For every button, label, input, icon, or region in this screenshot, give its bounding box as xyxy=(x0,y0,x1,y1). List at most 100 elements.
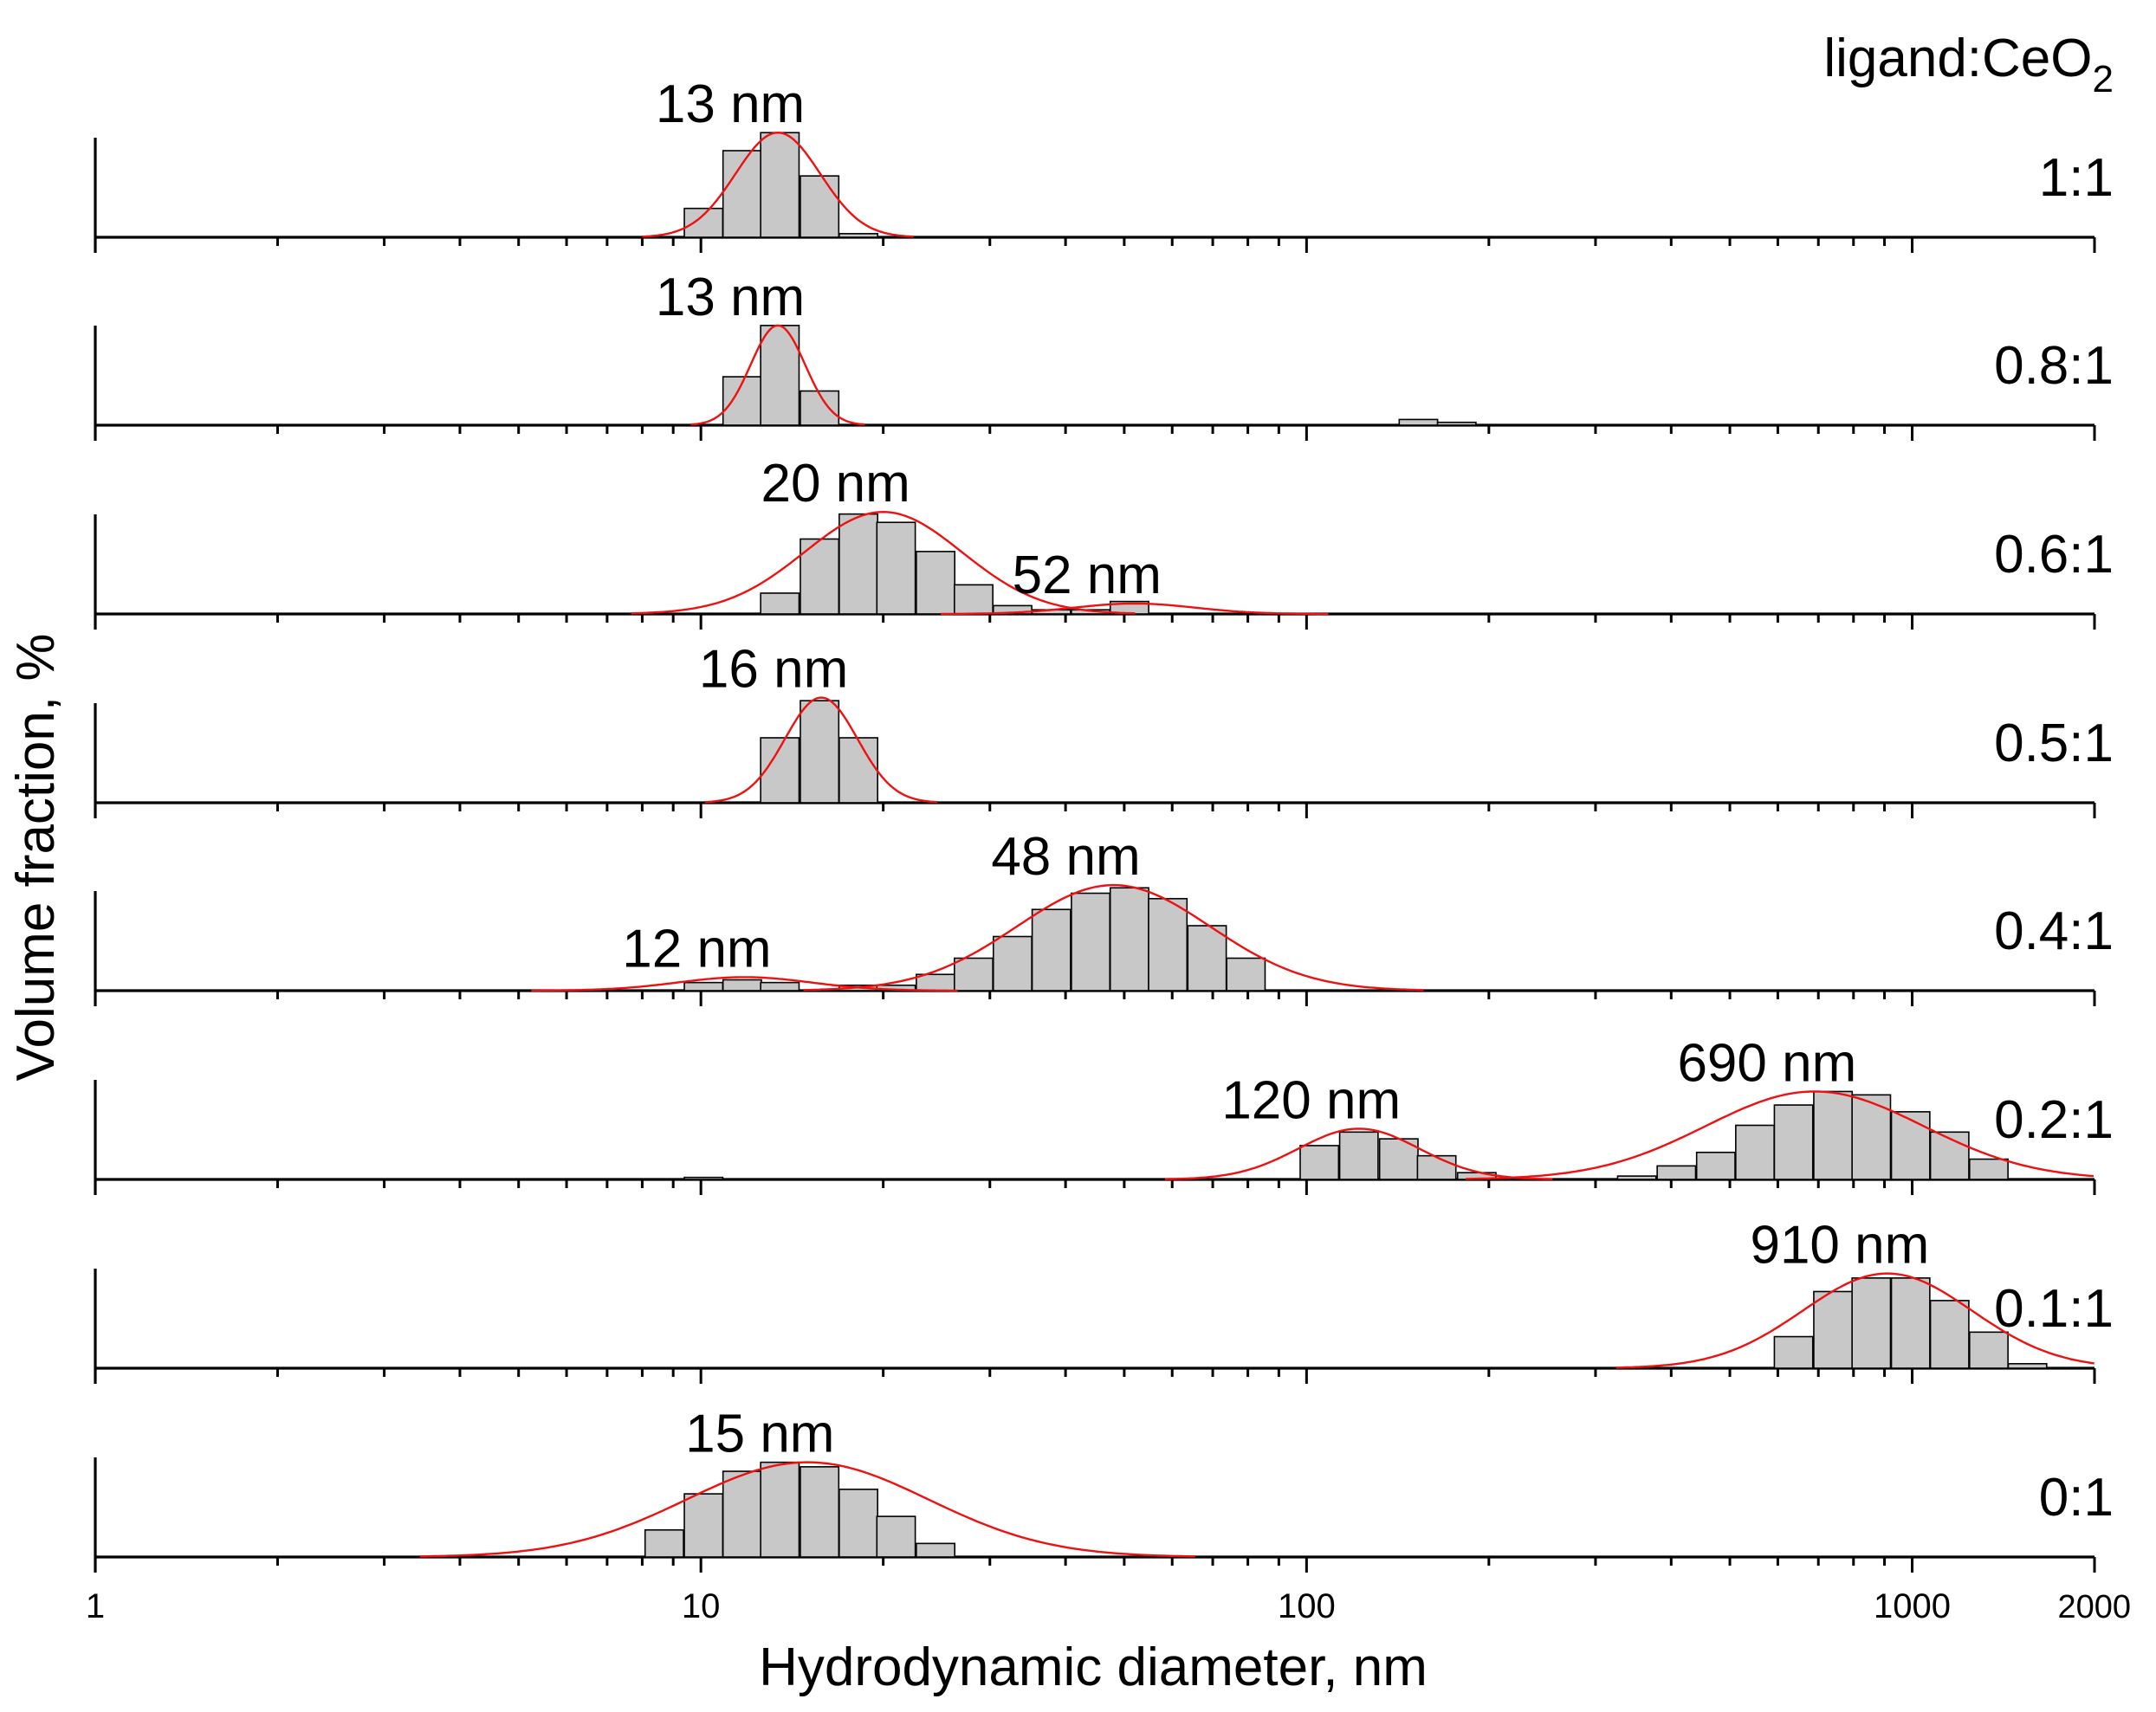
bar xyxy=(1226,957,1266,992)
bar xyxy=(1656,1165,1697,1180)
fit-curve xyxy=(631,510,1136,615)
ratio-label: 0.6:1 xyxy=(1994,525,2114,585)
x-axis-label: Hydrodynamic diameter, nm xyxy=(759,1638,1428,1697)
fit-curve xyxy=(690,324,865,426)
bar xyxy=(760,325,800,426)
bar xyxy=(954,957,994,992)
panel-0-6-1: 20 nm 52 nm 0.6:1 xyxy=(94,454,2114,630)
x-tick-label: 100 xyxy=(1278,1587,1336,1625)
peak-label: 52 nm xyxy=(1013,546,1162,605)
peak-label: 48 nm xyxy=(991,827,1140,887)
bar xyxy=(1398,418,1439,426)
bar xyxy=(1773,1104,1814,1180)
ratio-label: 0:1 xyxy=(2039,1468,2114,1528)
bar xyxy=(916,1542,955,1558)
ratio-label: 1:1 xyxy=(2039,148,2114,208)
panel-0-2-1: 120 nm 690 nm 0.2:1 xyxy=(94,1033,2114,1195)
legend-title: ligand:CeO2 xyxy=(1823,29,2114,100)
bar xyxy=(1890,1111,1931,1180)
bar xyxy=(760,592,800,615)
axes: 1 10 100 1000 2000 xyxy=(86,1587,2131,1625)
bar xyxy=(800,1466,840,1558)
bar xyxy=(1929,1131,1970,1180)
bar xyxy=(838,1489,878,1558)
bar xyxy=(800,390,840,426)
ratio-label: 0.4:1 xyxy=(1994,901,2114,961)
bar xyxy=(722,979,762,992)
bar xyxy=(838,513,878,615)
bar xyxy=(1109,887,1149,992)
bar xyxy=(683,1493,724,1558)
panel-0-4-1: 12 nm 48 nm 0.4:1 xyxy=(94,827,2114,1006)
fit-curve xyxy=(941,602,1329,616)
bar xyxy=(1968,1158,2009,1180)
fit-curve xyxy=(531,976,958,992)
panel-0-5-1: 16 nm 0.5:1 xyxy=(94,640,2114,818)
fit-curve xyxy=(1165,1127,1553,1180)
ratio-label: 0.8:1 xyxy=(1994,336,2114,396)
bar xyxy=(2007,1362,2048,1369)
bar xyxy=(954,584,994,615)
peak-label: 20 nm xyxy=(761,454,910,514)
legend-title-subscript: 2 xyxy=(2093,58,2114,100)
fit-curve xyxy=(803,883,1424,992)
fit-curve xyxy=(704,696,938,804)
bar xyxy=(644,1528,684,1558)
peak-label: 690 nm xyxy=(1677,1033,1856,1093)
x-tick-label: 1 xyxy=(86,1587,105,1625)
bar xyxy=(1187,925,1227,992)
bar xyxy=(916,551,955,615)
bar xyxy=(916,973,955,992)
bar xyxy=(992,935,1033,992)
bar xyxy=(800,175,840,238)
bar xyxy=(1968,1331,2009,1369)
bar xyxy=(1616,1175,1657,1180)
bar xyxy=(1338,1131,1379,1180)
panel-0-1: 15 nm 0:1 xyxy=(94,1405,2114,1573)
fit-curve xyxy=(1466,1090,2094,1180)
bar xyxy=(760,981,800,992)
bar xyxy=(876,1515,916,1558)
bar xyxy=(683,981,724,992)
fit-curve xyxy=(1615,1272,2094,1369)
x-tick-label: 2000 xyxy=(2057,1589,2131,1625)
ratio-label: 0.5:1 xyxy=(1994,714,2114,773)
bar xyxy=(1735,1124,1775,1180)
bar xyxy=(1813,1290,1854,1369)
bar xyxy=(876,521,916,615)
x-tick-label: 1000 xyxy=(1874,1587,1951,1625)
bar xyxy=(683,207,724,238)
bar xyxy=(838,233,878,238)
bar xyxy=(760,132,800,238)
bar xyxy=(1031,908,1072,992)
bar xyxy=(683,1176,724,1180)
bar xyxy=(1851,1277,1892,1369)
bar xyxy=(1299,1145,1340,1180)
bar xyxy=(800,700,840,804)
bar xyxy=(760,1461,800,1558)
y-axis-label: Volume fraction, % xyxy=(6,634,66,1082)
bar xyxy=(722,376,762,426)
panel-1-1: 13 nm 1:1 xyxy=(94,74,2114,253)
bar xyxy=(1773,1335,1814,1369)
bar xyxy=(1695,1151,1736,1180)
bar xyxy=(1416,1154,1457,1180)
bar xyxy=(722,1470,762,1558)
peak-label: 13 nm xyxy=(656,268,805,327)
fit-curve xyxy=(419,1461,1195,1558)
peak-label: 910 nm xyxy=(1750,1216,1929,1276)
ratio-label: 0.1:1 xyxy=(1994,1279,2114,1339)
panel-0-8-1: 13 nm 0.8:1 xyxy=(94,268,2114,441)
bar xyxy=(1929,1300,1970,1369)
panels: 13 nm 1:1 13 nm 0.8:1 20 nm 52 nm 0.6:1 16 nm 0.… xyxy=(94,74,2114,1573)
peak-label: 13 nm xyxy=(656,74,805,134)
peak-label: 15 nm xyxy=(685,1405,834,1464)
bar xyxy=(1436,421,1477,426)
panel-0-1-1: 910 nm 0.1:1 xyxy=(94,1216,2114,1384)
bar xyxy=(1890,1277,1931,1369)
bar xyxy=(1148,897,1188,992)
bar xyxy=(838,737,878,804)
ratio-label: 0.2:1 xyxy=(1994,1090,2114,1150)
peak-label: 120 nm xyxy=(1221,1070,1401,1130)
